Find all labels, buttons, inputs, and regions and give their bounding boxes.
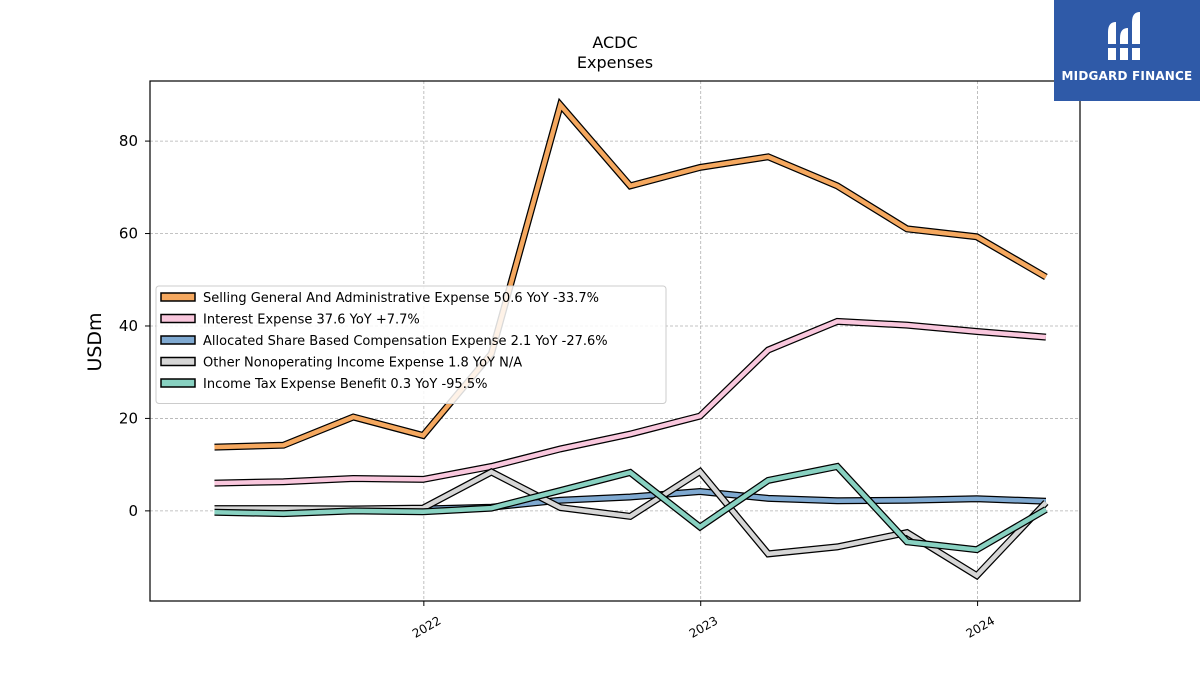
series-3 [214, 466, 1049, 581]
chart-title: ACDC [592, 33, 637, 52]
legend-label: Selling General And Administrative Expen… [203, 291, 599, 306]
legend-swatch [160, 335, 196, 345]
series-line-outline [214, 466, 1049, 581]
series-line [214, 319, 1047, 486]
y-axis-label: USDm [84, 312, 106, 371]
legend-swatch [160, 356, 196, 367]
series-1 [214, 317, 1047, 487]
plot-frame [149, 80, 1081, 602]
series-line [214, 468, 1048, 579]
y-tick-label: 0 [128, 502, 138, 520]
y-tick-label: 20 [119, 409, 138, 427]
series-0 [214, 97, 1048, 451]
brand-logo-mark-icon [1106, 12, 1142, 60]
brand-name: MIDGARD FINANCE [1061, 69, 1193, 83]
series-4 [214, 462, 1048, 554]
x-tick-label: 2022 [410, 613, 443, 640]
legend-swatch [160, 378, 196, 388]
legend-swatch [160, 292, 196, 302]
x-tick-label: 2023 [687, 613, 720, 640]
chart-subtitle: Expenses [577, 53, 653, 72]
series-line [214, 100, 1048, 450]
series-line [214, 464, 1048, 553]
legend: Selling General And Administrative Expen… [155, 285, 667, 404]
legend-label: Other Nonoperating Income Expense 1.8 Yo… [203, 356, 522, 371]
brand-logo: MIDGARD FINANCE [1054, 0, 1200, 101]
y-tick-label: 80 [119, 132, 138, 150]
legend-swatch [160, 313, 196, 324]
x-tick-label: 2024 [964, 613, 997, 640]
series-lines [214, 97, 1049, 581]
axis-ticks: 0 20 40 60 80 2022 2023 2024 [119, 132, 997, 641]
legend-label: Income Tax Expense Benefit 0.3 YoY -95.5… [203, 377, 487, 392]
y-tick-label: 60 [119, 225, 138, 243]
legend-label: Interest Expense 37.6 YoY +7.7% [203, 313, 420, 328]
legend-label: Allocated Share Based Compensation Expen… [203, 334, 608, 349]
legend-box [155, 285, 667, 404]
y-tick-label: 40 [119, 317, 138, 335]
